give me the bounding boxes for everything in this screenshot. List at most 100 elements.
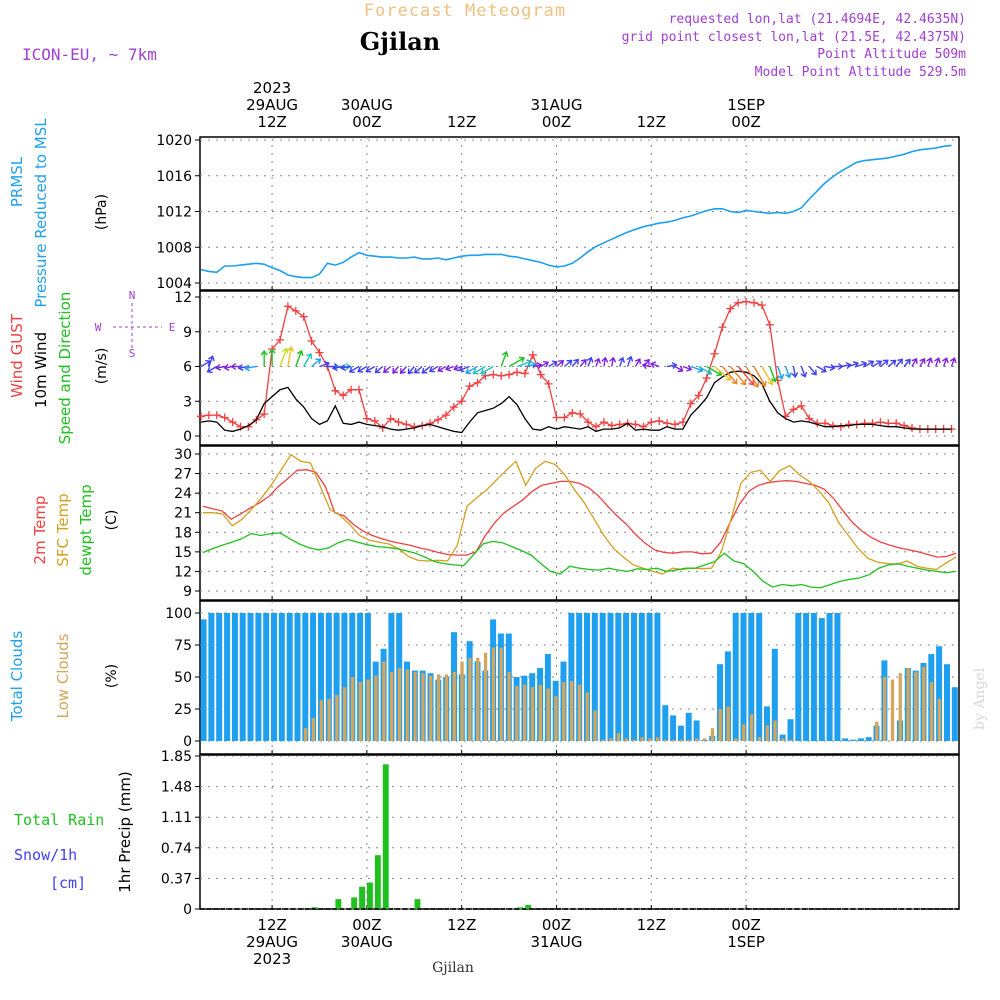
gust-marker (497, 371, 506, 380)
label-total-rain: Total Rain (14, 811, 104, 829)
low-cloud-bar (781, 738, 785, 741)
total-cloud-bar (208, 613, 215, 741)
low-cloud-bar (718, 709, 722, 741)
wind-direction-arrow (650, 361, 660, 369)
compass-east: E (169, 321, 176, 334)
gust-marker (434, 415, 442, 424)
label-dewpt-temp: dewpt Temp (77, 484, 95, 575)
y-tick-label: 24 (174, 486, 192, 502)
wind-direction-arrow (383, 365, 392, 373)
wind-direction-arrow (374, 365, 384, 374)
time-label-bottom: 31AUG (531, 933, 583, 951)
low-cloud-bar (749, 714, 754, 741)
point-altitude: Point Altitude 509m (817, 47, 966, 62)
wind-direction-arrow (666, 361, 678, 369)
low-cloud-bar (554, 696, 558, 741)
total-cloud-bar (607, 613, 614, 741)
wind-direction-arrow (428, 365, 439, 373)
gust-marker (678, 418, 687, 427)
total-cloud-bar (584, 613, 590, 741)
chart-title: Forecast Meteogram (364, 1, 566, 21)
low-cloud-bar (914, 671, 918, 741)
gust-marker (607, 421, 616, 430)
wind-direction-arrow (864, 360, 875, 368)
y-tick-label: 100 (165, 606, 192, 622)
wind-direction-arrow (223, 363, 233, 371)
low-cloud-bar (570, 680, 574, 741)
low-cloud-bar (710, 728, 715, 741)
wind-direction-arrow (791, 366, 799, 379)
wind-direction-arrow (634, 358, 641, 367)
time-label-top: 29AUG (246, 96, 298, 114)
gust-marker (520, 369, 529, 378)
total-cloud-bar (810, 613, 817, 741)
wind-direction-arrow (816, 365, 827, 373)
total-cloud-bar (850, 739, 857, 741)
total-cloud-bar (944, 664, 950, 741)
label-ms: (m/s) (94, 348, 110, 385)
total-cloud-bar (936, 646, 943, 741)
low-cloud-bar (742, 724, 746, 741)
wind-direction-arrow (800, 366, 808, 378)
gust-marker (473, 378, 482, 387)
low-cloud-bar (413, 671, 417, 741)
model-name: ICON-EU, ~ 7km (22, 45, 157, 64)
gust-marker (908, 423, 916, 432)
time-label-top: 2023 (253, 79, 291, 97)
gust-marker (599, 418, 608, 427)
compass-south: S (129, 347, 136, 360)
panel-frame (199, 136, 960, 291)
gust-marker (307, 337, 316, 346)
low-cloud-bar (460, 661, 464, 741)
time-label-top: 00Z (731, 113, 760, 131)
wind-direction-arrow (563, 359, 573, 368)
label-wind-gust: Wind GUST (8, 313, 26, 398)
label-low-clouds: Low Clouds (54, 633, 72, 718)
gust-marker (789, 405, 798, 414)
wind-direction-arrow (714, 365, 732, 381)
time-label-bottom: 2023 (253, 950, 291, 968)
low-cloud-bar (405, 669, 409, 741)
low-cloud-bar (875, 721, 879, 741)
wind-direction-arrow (682, 364, 693, 372)
gust-marker (694, 391, 703, 400)
total-cloud-bar (318, 613, 324, 741)
low-cloud-bar (663, 739, 668, 741)
y-tick-label: 9 (183, 584, 192, 600)
footer-location: Gjilan (432, 960, 474, 976)
gust-marker (829, 421, 837, 430)
wind-direction-arrow (260, 349, 268, 367)
low-cloud-bar (765, 725, 769, 741)
y-tick-label: 27 (174, 467, 192, 483)
total-cloud-bar (255, 613, 262, 741)
total-cloud-bar (302, 613, 309, 741)
low-cloud-bar (366, 679, 370, 741)
wind-direction-arrow (230, 362, 241, 371)
total-cloud-bar (795, 613, 802, 741)
panel-frame (199, 290, 960, 446)
wind-direction-arrow (303, 352, 313, 367)
wind-direction-arrow (571, 358, 579, 367)
low-cloud-bar (327, 698, 331, 741)
temperature-panel: 9 12 15 18 21 24 27 30 2m Temp SFC Temp dewpt Temp… (31, 445, 960, 601)
total-cloud-bar (857, 738, 864, 741)
wind-direction-arrow (472, 365, 486, 375)
location-title: Gjilan (360, 27, 440, 56)
total-cloud-bar (654, 613, 661, 741)
y-tick-label: 0 (183, 902, 192, 918)
wind-direction-arrow (479, 365, 494, 375)
y-tick-label: 50 (174, 670, 192, 686)
wind-direction-arrow (872, 360, 883, 368)
rain-bar (382, 764, 389, 909)
time-label-bottom: 00Z (731, 916, 760, 934)
gust-marker (220, 413, 229, 422)
total-cloud-bar (364, 613, 371, 741)
wind-direction-arrow (784, 366, 792, 379)
clouds-panel: 0 25 50 75 100 Total Clouds Low Clouds (%) (8, 600, 960, 755)
gust-marker (884, 419, 893, 428)
wind-direction-arrow (453, 364, 462, 372)
gust-marker (568, 408, 577, 417)
total-cloud-bar (224, 613, 231, 741)
wind-direction-arrow (279, 347, 289, 367)
wind-direction-arrow (934, 357, 941, 367)
